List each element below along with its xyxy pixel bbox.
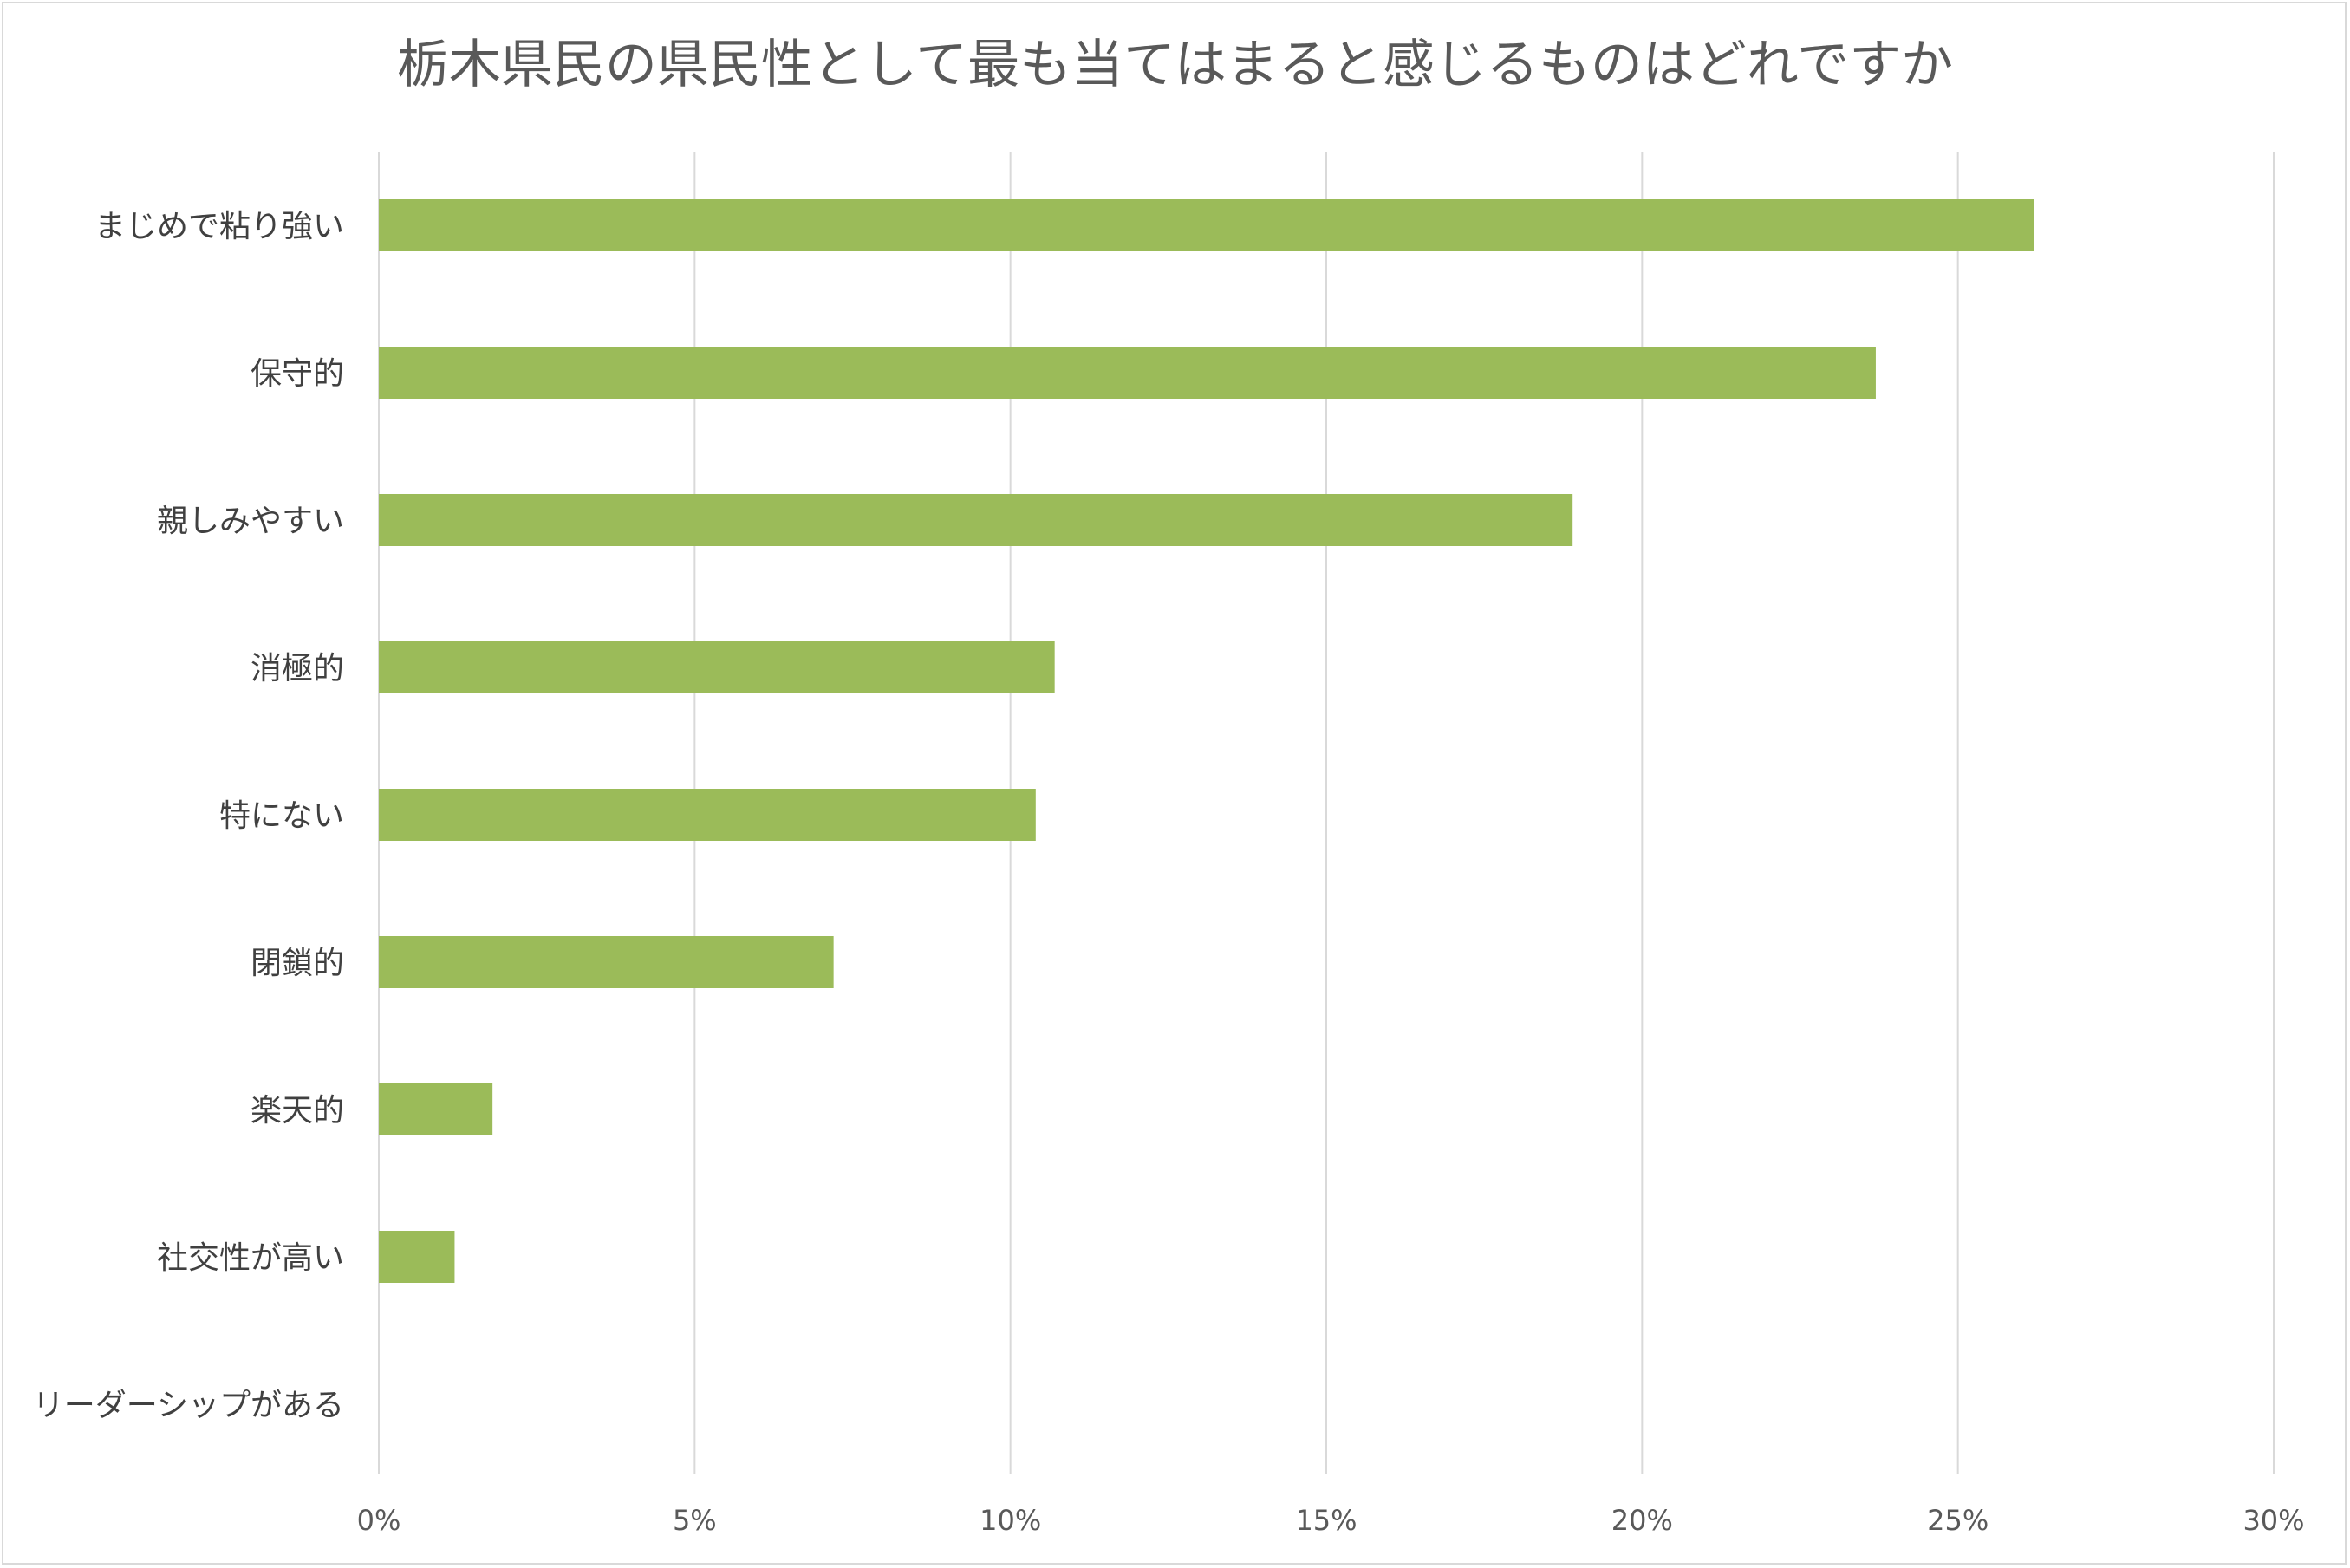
bar	[379, 936, 834, 988]
bars	[379, 199, 2034, 1283]
x-tick-label: 25%	[1927, 1504, 1989, 1537]
x-tick-label: 30%	[2243, 1504, 2304, 1537]
bar	[379, 1231, 455, 1283]
category-label: 楽天的	[251, 1093, 344, 1129]
bar	[379, 789, 1036, 841]
x-tick-label: 5%	[673, 1504, 717, 1537]
category-label: まじめで粘り強い	[94, 209, 344, 244]
bar	[379, 347, 1876, 399]
category-label: 消極的	[251, 651, 344, 686]
bar	[379, 641, 1055, 693]
x-tick-label: 10%	[980, 1504, 1041, 1537]
category-label: 社交性が高い	[157, 1240, 344, 1276]
category-labels: まじめで粘り強い保守的親しみやすい消極的特にない閉鎖的楽天的社交性が高いリーダー…	[33, 209, 344, 1423]
category-label: 保守的	[251, 356, 344, 392]
chart-title: 栃木県民の県民性として最も当てはまると感じるものはどれですか	[396, 35, 1954, 95]
bar	[379, 1083, 493, 1135]
bar	[379, 494, 1573, 546]
x-tick-label: 15%	[1295, 1504, 1357, 1537]
x-tick-label: 0%	[357, 1504, 401, 1537]
x-tick-label: 20%	[1611, 1504, 1673, 1537]
category-label: 閉鎖的	[251, 946, 344, 981]
category-label: 親しみやすい	[157, 504, 344, 539]
bar	[379, 199, 2034, 251]
category-label: 特にない	[219, 798, 344, 834]
x-tick-labels: 0% 5% 10% 15% 20% 25% 30%	[357, 1504, 2305, 1537]
category-label: リーダーシップがある	[33, 1388, 344, 1423]
